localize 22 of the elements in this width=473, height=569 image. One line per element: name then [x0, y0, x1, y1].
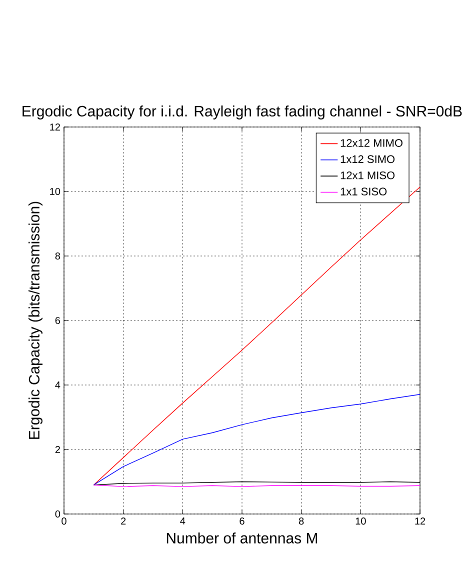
y-axis-title: Ergodic Capacity (bits/transmission) [28, 202, 42, 439]
chart-title: Ergodic Capacity for i.i.d. Rayleigh fast fading channel - SNR=0dB [22, 105, 462, 120]
line-series [93, 394, 420, 486]
y-tick-label: 4 [55, 382, 60, 388]
legend-label: 12x1 MISO [340, 171, 395, 180]
x-tick-label: 12 [415, 518, 426, 525]
x-tick-label: 10 [356, 518, 366, 525]
y-tick-label: 0 [55, 510, 60, 518]
legend-label: 1x12 SIMO [340, 155, 395, 164]
x-axis-title: Number of antennas M [166, 532, 318, 544]
x-tick-label: 4 [180, 518, 186, 524]
y-tick-label: 2 [55, 446, 60, 453]
y-tick-label: 8 [55, 252, 60, 260]
x-tick-label: 2 [121, 518, 126, 525]
y-tick-label: 10 [50, 188, 60, 196]
y-tick-label: 12 [50, 124, 60, 130]
x-tick-label: 0 [62, 518, 66, 525]
legend-label: 12x12 MIMO [340, 139, 402, 147]
legend-label: 1x1 SISO [340, 188, 387, 196]
x-tick-label: 6 [240, 518, 244, 525]
x-tick-label: 8 [298, 518, 304, 525]
y-tick-label: 6 [55, 316, 60, 324]
